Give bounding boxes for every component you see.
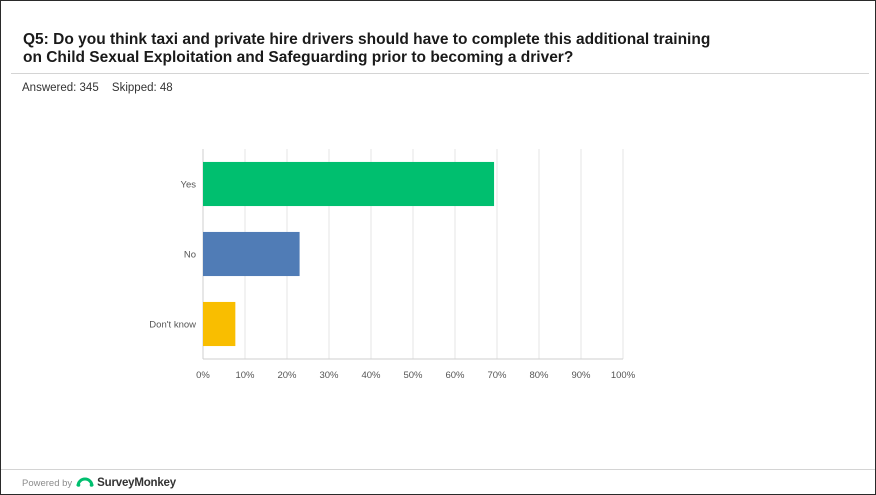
- question-line-1: Q5: Do you think taxi and private hire d…: [23, 31, 711, 48]
- bar: [203, 301, 236, 347]
- surveymonkey-logo-icon: [76, 476, 94, 490]
- footer-divider: [1, 469, 875, 470]
- category-label: No: [184, 250, 196, 261]
- powered-by-text: Powered by: [22, 477, 73, 489]
- x-tick-label: 50%: [403, 370, 423, 381]
- bar-chart: 0% 10% 20% 30% 40% 50% 60% 70% 80% 90% 100% Yes No Do…: [149, 149, 636, 381]
- x-tick-label: 0%: [196, 370, 210, 381]
- category-label: Yes: [181, 180, 197, 191]
- x-tick-label: 20%: [277, 370, 297, 381]
- x-tick-label: 60%: [445, 370, 465, 381]
- x-tick-label: 40%: [361, 370, 381, 381]
- surveymonkey-brand: SurveyMonkey: [97, 477, 176, 489]
- response-stats: Answered: 345 Skipped: 48: [22, 82, 173, 94]
- title-divider: [11, 73, 869, 74]
- bar: [203, 231, 300, 277]
- question-line-2: on Child Sexual Exploitation and Safegua…: [23, 49, 574, 66]
- question-title: Q5: Do you think taxi and private hire d…: [23, 31, 823, 67]
- x-tick-label: 10%: [235, 370, 255, 381]
- bar: [203, 161, 495, 207]
- answered-count: Answered: 345: [22, 82, 99, 94]
- x-tick-label: 80%: [529, 370, 549, 381]
- x-tick-label: 70%: [487, 370, 507, 381]
- category-label: Don't know: [149, 320, 196, 331]
- x-tick-label: 90%: [571, 370, 591, 381]
- skipped-count: Skipped: 48: [111, 82, 173, 94]
- x-tick-label: 100%: [611, 370, 636, 381]
- x-tick-label: 30%: [319, 370, 339, 381]
- footer: Powered by SurveyMonkey: [22, 476, 176, 490]
